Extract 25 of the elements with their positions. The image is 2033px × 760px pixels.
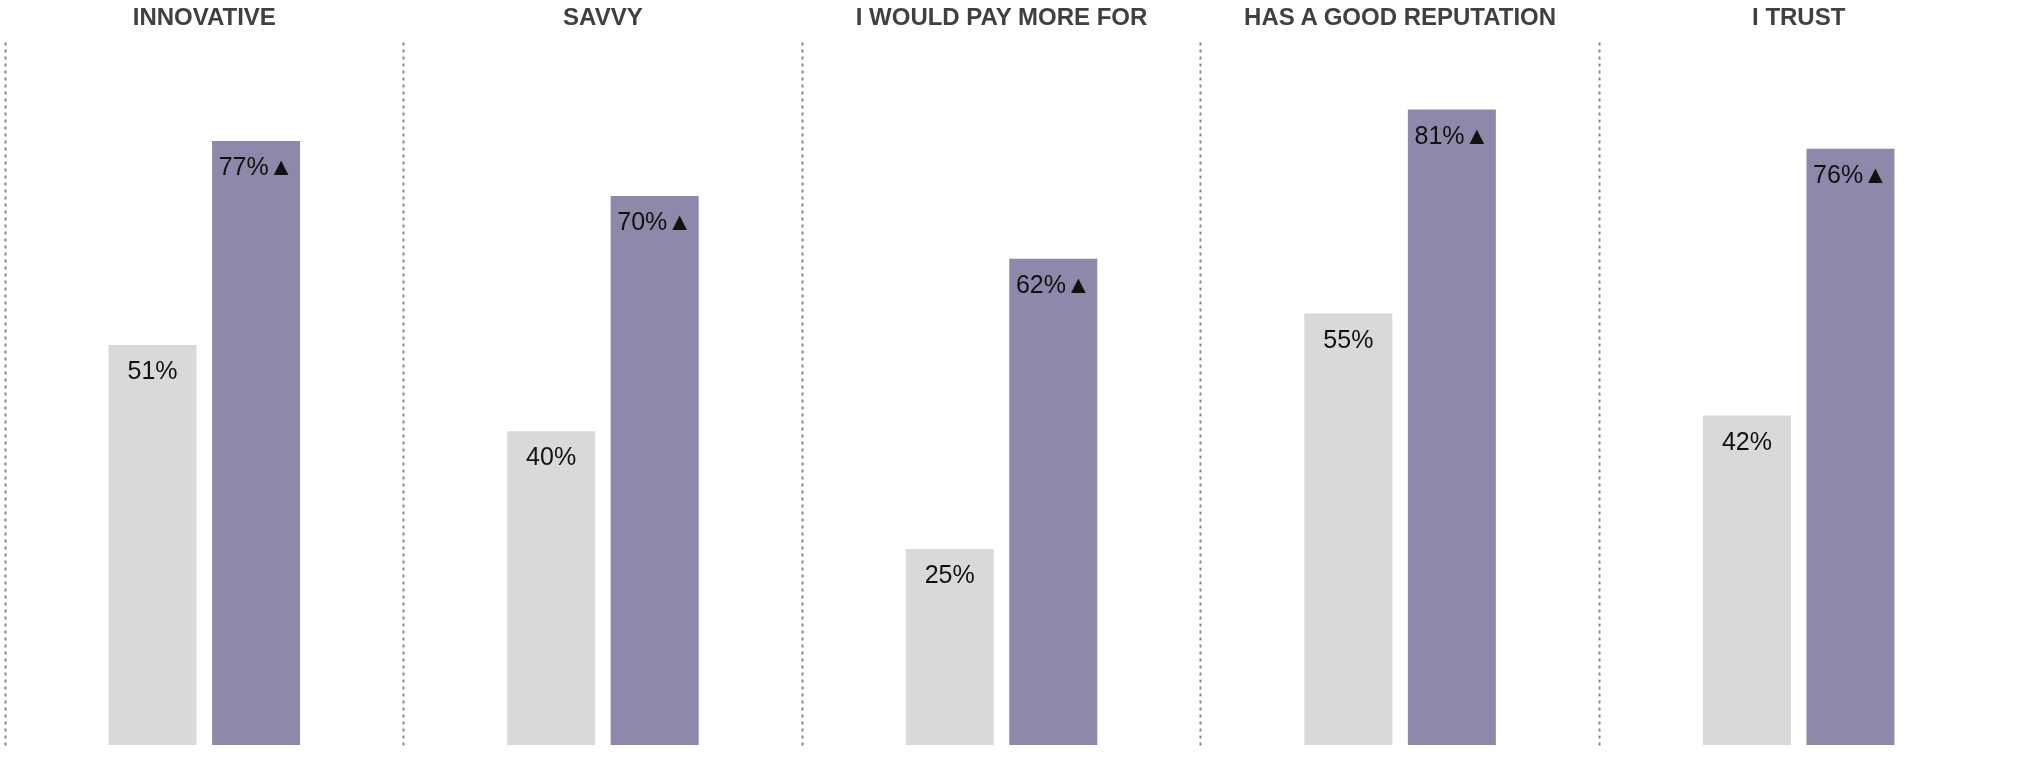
data-label: 62%▲ bbox=[1015, 269, 1091, 298]
data-label: 76%▲ bbox=[1813, 159, 1888, 188]
bar bbox=[108, 344, 197, 745]
bar bbox=[1009, 258, 1098, 745]
bar bbox=[212, 140, 301, 745]
x-tick-label: HAS A GOOD REPUTATION bbox=[1244, 2, 1557, 30]
bar bbox=[507, 431, 596, 745]
data-label: 42% bbox=[1721, 426, 1772, 455]
x-tick-label: INNOVATIVE bbox=[132, 2, 276, 30]
bar bbox=[1702, 415, 1791, 745]
bar bbox=[905, 548, 994, 745]
data-label: 70%▲ bbox=[617, 206, 693, 235]
data-label: 81%▲ bbox=[1414, 120, 1490, 149]
data-label: 77%▲ bbox=[218, 151, 294, 180]
data-label: 55% bbox=[1323, 324, 1374, 353]
data-label: 25% bbox=[924, 559, 975, 588]
x-tick-label: SAVVY bbox=[563, 2, 643, 30]
bar bbox=[610, 195, 699, 745]
data-label: 40% bbox=[526, 442, 577, 471]
data-label: 51% bbox=[127, 355, 178, 384]
bar bbox=[1304, 313, 1393, 745]
x-tick-label: I WOULD PAY MORE FOR bbox=[855, 2, 1148, 30]
bar bbox=[1407, 109, 1496, 745]
bar bbox=[1806, 148, 1895, 745]
x-tick-label: I TRUST bbox=[1752, 2, 1846, 30]
